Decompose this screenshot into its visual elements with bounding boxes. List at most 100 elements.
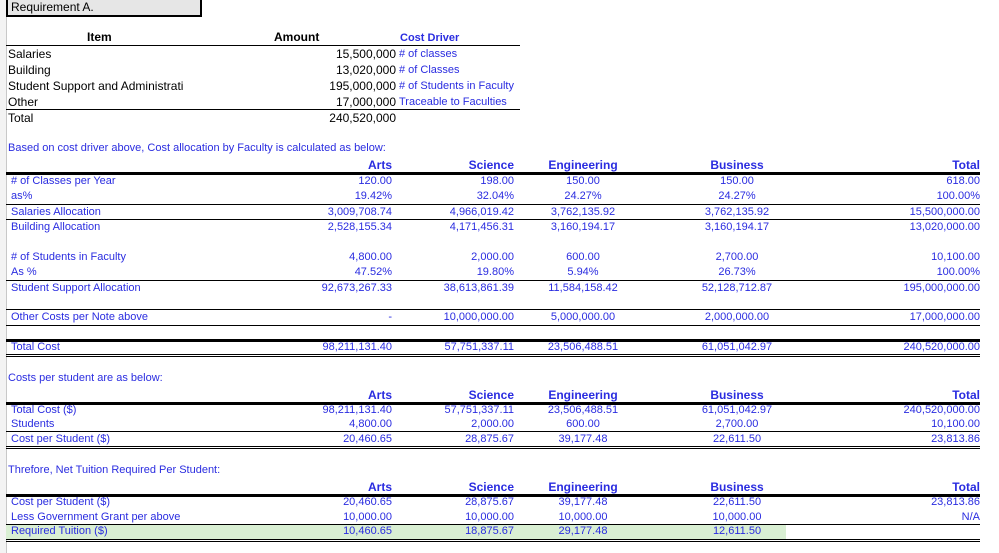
cell-arts[interactable]: 20,460.65 [343, 433, 392, 445]
divider [6, 356, 980, 357]
cell-science[interactable]: 28,875.67 [465, 433, 514, 445]
row-label: # of Students in Faculty [11, 251, 126, 263]
cell-business[interactable]: 22,611.50 [712, 433, 762, 445]
cell-business[interactable]: 12,611.50 [712, 525, 762, 537]
cell-engineering[interactable]: 600.00 [566, 418, 600, 430]
cell-science[interactable]: 57,751,337.11 [444, 404, 514, 416]
cost-amount: 13,020,000 [335, 63, 396, 77]
cell-business[interactable]: 150.00 [720, 175, 754, 187]
cell-science[interactable]: 2,000.00 [471, 251, 514, 263]
cost-driver: Traceable to Faculties [399, 96, 507, 108]
cell-engineering[interactable]: 39,177.48 [558, 496, 608, 508]
cell-science[interactable]: 32.04% [476, 190, 514, 202]
cell-engineering[interactable]: 150.00 [566, 175, 600, 187]
cell-business[interactable]: 61,051,042.97 [701, 404, 773, 416]
cell-science[interactable]: 10,000,000.00 [443, 311, 514, 323]
cell-arts[interactable]: 10,460.65 [343, 525, 392, 537]
cell-total[interactable]: 15,500,000.00 [909, 206, 980, 218]
cell-science[interactable]: 19.80% [476, 266, 514, 278]
cell-total[interactable]: 100.00% [936, 190, 980, 202]
cell-business[interactable]: 3,762,135.92 [704, 206, 770, 218]
cell-business[interactable]: 2,000,000.00 [704, 311, 770, 323]
cell-total[interactable]: 23,813.86 [931, 496, 980, 508]
cost-item: Student Support and Administrati [8, 79, 184, 93]
cost-item: Salaries [8, 47, 52, 61]
divider [6, 280, 980, 281]
cost-item: Building [8, 63, 51, 77]
cell-arts[interactable]: 92,673,267.33 [321, 282, 392, 294]
cell-business[interactable]: 52,128,712.87 [701, 282, 773, 294]
cell-business[interactable]: 61,051,042.97 [701, 341, 773, 353]
cell-business[interactable]: 2,700.00 [715, 251, 759, 263]
tuition-intro: Threfore, Net Tuition Required Per Stude… [8, 464, 221, 476]
cell-business[interactable]: 22,611.50 [712, 496, 762, 508]
cell-total[interactable]: 23,813.86 [931, 433, 980, 445]
cell-engineering[interactable]: 29,177.48 [558, 525, 608, 537]
cell-science[interactable]: 198.00 [480, 175, 514, 187]
requirement-a-cell[interactable]: Requirement A. [6, 0, 202, 17]
cell-engineering[interactable]: 23,506,488.51 [547, 404, 619, 416]
cell-total[interactable]: 17,000,000.00 [909, 311, 980, 323]
divider [6, 539, 980, 540]
faculty-header-arts: Arts [367, 480, 392, 494]
faculty-header-total: Total [952, 388, 980, 402]
cell-arts[interactable]: 19.42% [354, 190, 392, 202]
cell-science[interactable]: 28,875.67 [465, 496, 514, 508]
cell-arts[interactable]: 10,000.00 [343, 511, 392, 523]
cost-driver-header: Cost Driver [400, 32, 460, 44]
divider [6, 172, 980, 175]
cell-total[interactable]: 195,000,000.00 [903, 282, 980, 294]
row-label: Cost per Student ($) [11, 433, 111, 445]
row-label: # of Classes per Year [11, 175, 116, 187]
cell-business[interactable]: 10,000.00 [712, 511, 762, 523]
cell-business[interactable]: 26.73% [718, 266, 756, 278]
row-label: Building Allocation [11, 221, 101, 233]
cell-arts[interactable]: 4,800.00 [349, 251, 392, 263]
cell-arts[interactable]: 120.00 [358, 175, 392, 187]
cost-total-amount: 240,520,000 [329, 111, 396, 125]
cell-engineering[interactable]: 39,177.48 [558, 433, 608, 445]
cell-business[interactable]: 2,700.00 [715, 418, 759, 430]
faculty-header-engineering: Engineering [548, 388, 618, 402]
cell-engineering[interactable]: 24.27% [564, 190, 602, 202]
cell-engineering[interactable]: 11,584,158.42 [548, 282, 618, 294]
cell-total[interactable]: 10,100.00 [931, 418, 980, 430]
cell-total[interactable]: 618.00 [946, 175, 980, 187]
faculty-header-total: Total [952, 480, 980, 494]
cell-total[interactable]: 240,520,000.00 [903, 341, 980, 353]
cell-engineering[interactable]: 600.00 [566, 251, 600, 263]
cell-total[interactable]: 240,520,000.00 [903, 404, 980, 416]
cell-engineering[interactable]: 10,000.00 [558, 511, 608, 523]
faculty-header-science: Science [468, 158, 514, 172]
cell-business[interactable]: 3,160,194.17 [704, 221, 770, 233]
cell-arts[interactable]: 98,211,131.40 [322, 341, 392, 353]
cell-science[interactable]: 38,613,861.39 [443, 282, 514, 294]
cell-engineering[interactable]: 3,160,194.17 [550, 221, 616, 233]
cell-arts[interactable]: 98,211,131.40 [322, 404, 392, 416]
cell-science[interactable]: 4,966,019.42 [449, 206, 514, 218]
cell-engineering[interactable]: 5,000,000.00 [550, 311, 616, 323]
cell-science[interactable]: 18,875.67 [465, 525, 514, 537]
cell-engineering[interactable]: 23,506,488.51 [547, 341, 619, 353]
divider [6, 494, 980, 497]
amount-header: Amount [274, 30, 320, 44]
cell-total[interactable]: 100.00% [936, 266, 980, 278]
cell-total[interactable]: 10,100.00 [931, 251, 980, 263]
cell-arts[interactable]: 4,800.00 [349, 418, 392, 430]
cell-arts[interactable]: - [388, 311, 392, 323]
cell-science[interactable]: 2,000.00 [471, 418, 514, 430]
divider [6, 339, 980, 342]
cell-arts[interactable]: 20,460.65 [343, 496, 392, 508]
cell-total[interactable]: N/A [961, 511, 980, 523]
cell-engineering[interactable]: 3,762,135.92 [550, 206, 616, 218]
cell-arts[interactable]: 47.52% [354, 266, 392, 278]
cell-business[interactable]: 24.27% [718, 190, 756, 202]
cell-science[interactable]: 4,171,456.31 [449, 221, 514, 233]
cell-science[interactable]: 10,000.00 [465, 511, 514, 523]
cell-arts[interactable]: 3,009,708.74 [327, 206, 392, 218]
cell-science[interactable]: 57,751,337.11 [444, 341, 514, 353]
row-label: as% [11, 190, 33, 202]
cell-engineering[interactable]: 5.94% [567, 266, 599, 278]
cell-total[interactable]: 13,020,000.00 [909, 221, 980, 233]
cell-arts[interactable]: 2,528,155.34 [327, 221, 392, 233]
